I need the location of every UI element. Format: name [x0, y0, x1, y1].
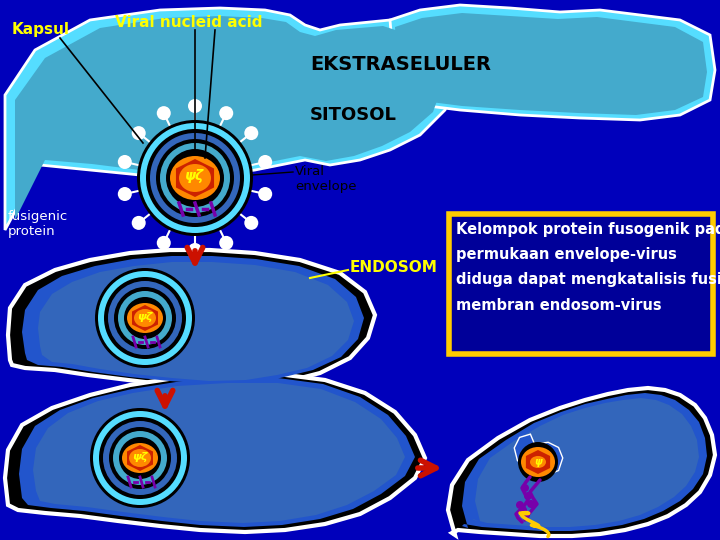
Ellipse shape: [95, 268, 195, 368]
Ellipse shape: [134, 309, 156, 327]
Ellipse shape: [157, 236, 171, 250]
Ellipse shape: [522, 511, 530, 519]
Ellipse shape: [157, 106, 171, 120]
Text: Kapsul: Kapsul: [12, 22, 70, 37]
Text: ENDOSOM: ENDOSOM: [350, 260, 438, 275]
Ellipse shape: [122, 443, 158, 473]
Ellipse shape: [129, 449, 151, 467]
Ellipse shape: [118, 187, 132, 201]
Polygon shape: [127, 445, 153, 471]
Polygon shape: [22, 256, 364, 384]
Polygon shape: [472, 398, 699, 527]
Ellipse shape: [244, 216, 258, 230]
Ellipse shape: [519, 506, 527, 514]
Ellipse shape: [132, 126, 145, 140]
Polygon shape: [390, 5, 715, 120]
Ellipse shape: [521, 484, 529, 492]
Ellipse shape: [179, 164, 211, 192]
Text: Viral
envelope: Viral envelope: [295, 165, 356, 193]
Ellipse shape: [103, 421, 177, 495]
Ellipse shape: [188, 99, 202, 113]
Text: ψ: ψ: [534, 457, 542, 467]
Ellipse shape: [109, 427, 171, 489]
Ellipse shape: [530, 456, 546, 468]
Polygon shape: [515, 435, 562, 478]
Ellipse shape: [90, 408, 190, 508]
Ellipse shape: [258, 187, 272, 201]
Polygon shape: [33, 383, 405, 523]
Polygon shape: [19, 378, 415, 527]
Ellipse shape: [188, 243, 202, 257]
Text: Kelompok protein fusogenik pada
permukaan envelope-virus
diduga dapat mengkatali: Kelompok protein fusogenik pada permukaa…: [456, 222, 720, 313]
Polygon shape: [526, 450, 550, 474]
Ellipse shape: [518, 442, 558, 482]
Text: SITOSOL: SITOSOL: [310, 106, 397, 124]
Polygon shape: [8, 250, 375, 388]
Ellipse shape: [244, 126, 258, 140]
FancyBboxPatch shape: [449, 214, 713, 354]
Ellipse shape: [99, 417, 181, 499]
Ellipse shape: [113, 431, 167, 485]
Polygon shape: [5, 374, 425, 532]
Polygon shape: [132, 305, 158, 331]
Ellipse shape: [124, 297, 166, 339]
Text: ψζ: ψζ: [132, 452, 148, 462]
Ellipse shape: [98, 271, 192, 365]
Ellipse shape: [521, 447, 555, 477]
Polygon shape: [515, 435, 562, 478]
Polygon shape: [15, 16, 443, 220]
Ellipse shape: [160, 143, 230, 213]
Ellipse shape: [170, 156, 220, 200]
Ellipse shape: [93, 411, 187, 505]
Text: ψζ: ψζ: [185, 169, 204, 183]
Polygon shape: [462, 393, 707, 531]
Ellipse shape: [118, 291, 172, 345]
Ellipse shape: [104, 277, 186, 359]
Ellipse shape: [119, 437, 161, 479]
Ellipse shape: [219, 236, 233, 250]
Polygon shape: [448, 388, 715, 536]
Ellipse shape: [524, 492, 532, 500]
Ellipse shape: [114, 287, 176, 349]
Polygon shape: [38, 262, 354, 381]
Ellipse shape: [108, 281, 182, 355]
Text: Viral nucleid acid: Viral nucleid acid: [115, 15, 263, 30]
Ellipse shape: [132, 216, 145, 230]
Ellipse shape: [527, 500, 535, 508]
Ellipse shape: [140, 123, 250, 233]
Text: ψζ: ψζ: [138, 312, 153, 322]
Ellipse shape: [127, 303, 163, 333]
Ellipse shape: [166, 149, 224, 207]
Ellipse shape: [219, 106, 233, 120]
Ellipse shape: [146, 129, 244, 227]
Polygon shape: [176, 159, 214, 197]
Ellipse shape: [118, 155, 132, 169]
Text: fusigenic
protein: fusigenic protein: [8, 210, 68, 238]
Text: EKSTRASELULER: EKSTRASELULER: [310, 56, 491, 75]
Ellipse shape: [137, 120, 253, 236]
Polygon shape: [5, 8, 455, 230]
Ellipse shape: [156, 139, 234, 217]
Ellipse shape: [516, 501, 524, 509]
Ellipse shape: [258, 155, 272, 169]
Ellipse shape: [150, 133, 240, 223]
Polygon shape: [395, 13, 707, 115]
